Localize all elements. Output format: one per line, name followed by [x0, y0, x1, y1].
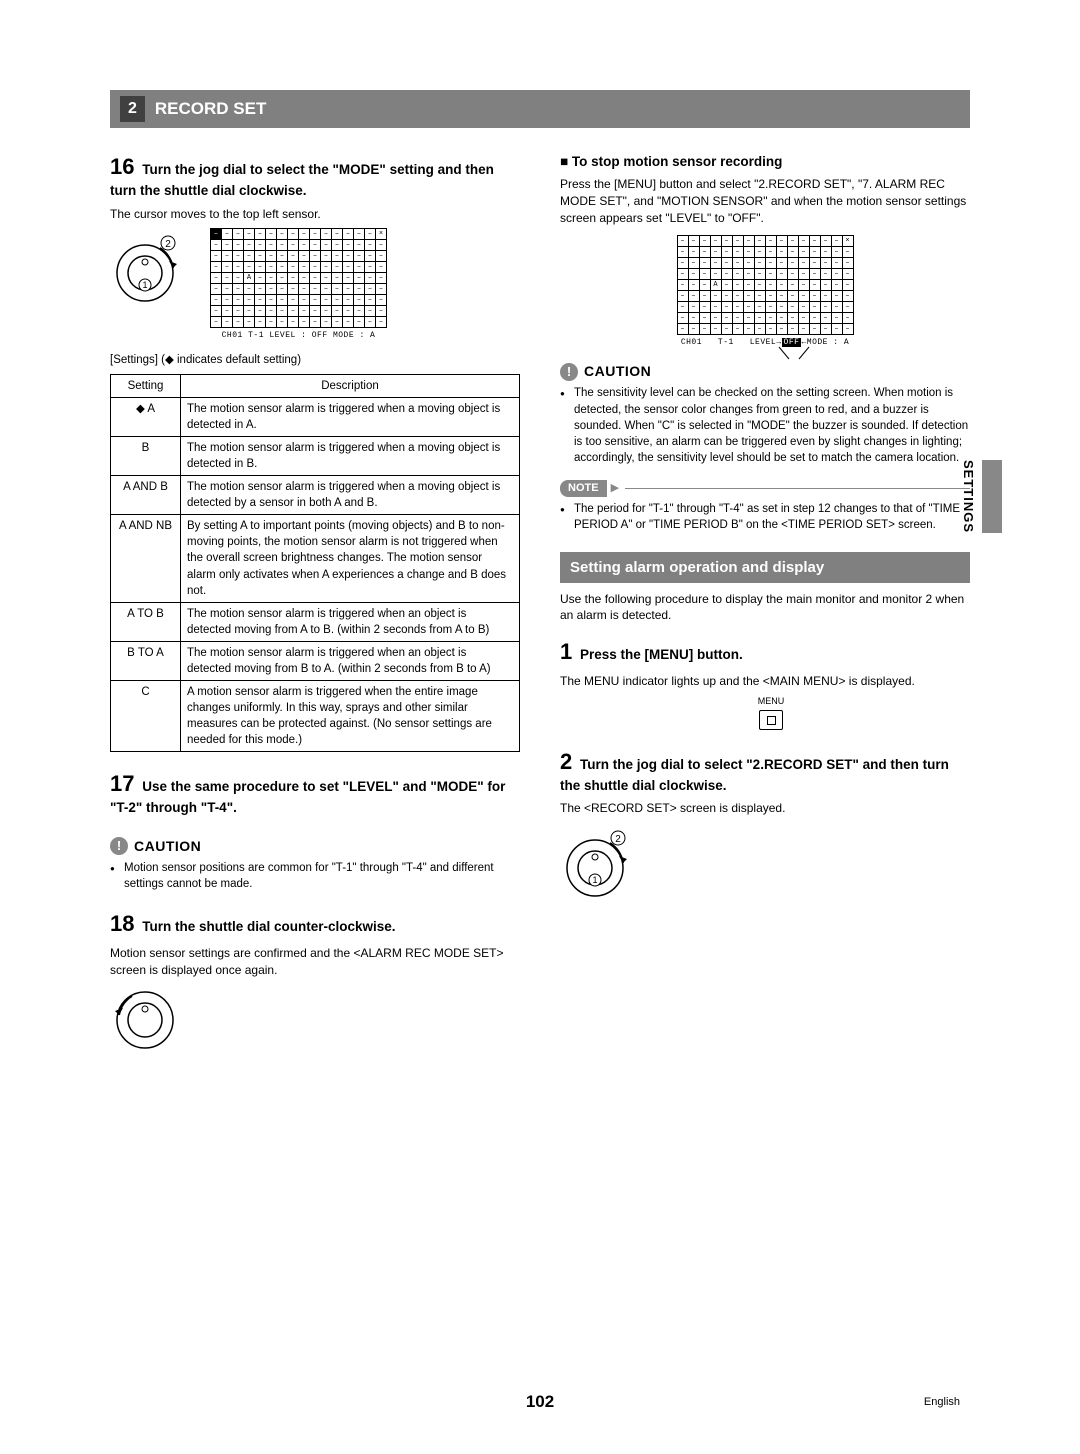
side-tab: SETTINGS — [959, 460, 1002, 533]
arrow-pair-icon — [774, 345, 814, 363]
note-arrow-icon: ▶ — [611, 481, 619, 496]
page-header: 2 RECORD SET — [110, 90, 970, 128]
left-column: 16 Turn the jog dial to select the "MODE… — [110, 153, 520, 1059]
svg-text:2: 2 — [615, 834, 621, 845]
shuttle-dial-icon — [110, 985, 180, 1055]
table-row: A AND BThe motion sensor alarm is trigge… — [111, 476, 520, 515]
alarm-section-intro: Use the following procedure to display t… — [560, 591, 970, 625]
caution-right: ! CAUTION — [560, 362, 651, 382]
step-16-caption: The cursor moves to the top left sensor. — [110, 206, 520, 223]
section-number: 2 — [120, 96, 145, 122]
table-row: BThe motion sensor alarm is triggered wh… — [111, 436, 520, 475]
grid-right-footer: CH01 T-1 LEVEL→OFF←MODE : A — [677, 337, 854, 348]
svg-text:1: 1 — [142, 280, 147, 290]
jog-dial-icon: 2 1 — [110, 228, 190, 308]
step-16-heading: 16 Turn the jog dial to select the "MODE… — [110, 153, 520, 199]
step-17-heading: 17 Use the same procedure to set "LEVEL"… — [110, 770, 520, 816]
table-row: ◆ AThe motion sensor alarm is triggered … — [111, 397, 520, 436]
caution-icon: ! — [560, 363, 578, 381]
section-title: RECORD SET — [155, 97, 266, 121]
svg-text:1: 1 — [592, 875, 597, 885]
jog-dial-icon: 2 1 — [560, 823, 640, 903]
table-row: A TO BThe motion sensor alarm is trigger… — [111, 602, 520, 641]
note-bar: NOTE ▶ — [560, 480, 970, 497]
caution-left: ! CAUTION — [110, 837, 201, 857]
step-1-caption: The MENU indicator lights up and the <MA… — [560, 673, 970, 690]
step-16-figure: 2 1 –––––––––––––––×––––––––––––––––––––… — [110, 228, 520, 341]
stop-recording-heading: To stop motion sensor recording — [560, 153, 970, 172]
caution-right-list: The sensitivity level can be checked on … — [560, 385, 970, 465]
sensor-grid-right-wrap: –––––––––––––––×––––––––––––––––––––––––… — [560, 235, 970, 348]
right-column: To stop motion sensor recording Press th… — [560, 153, 970, 1059]
stop-recording-body: Press the [MENU] button and select "2.RE… — [560, 176, 970, 226]
note-list: The period for "T-1" through "T-4" as se… — [560, 501, 970, 533]
svg-text:2: 2 — [165, 239, 171, 250]
caution-left-list: Motion sensor positions are common for "… — [110, 860, 520, 892]
step-2-caption: The <RECORD SET> screen is displayed. — [560, 800, 970, 817]
table-caption: [Settings] (◆ indicates default setting) — [110, 352, 520, 368]
sensor-grid-left: –––––––––––––––×––––––––––––––––––––––––… — [210, 228, 387, 341]
step-1-heading: 1 Press the [MENU] button. — [560, 638, 970, 667]
step-18-heading: 18 Turn the shuttle dial counter-clockwi… — [110, 910, 520, 939]
caution-icon: ! — [110, 837, 128, 855]
alarm-section-title: Setting alarm operation and display — [560, 552, 970, 583]
step-18-caption: Motion sensor settings are confirmed and… — [110, 945, 520, 979]
table-head-setting: Setting — [111, 374, 181, 397]
menu-button-figure: MENU — [572, 695, 970, 730]
table-row: CA motion sensor alarm is triggered when… — [111, 681, 520, 752]
table-row: B TO AThe motion sensor alarm is trigger… — [111, 641, 520, 680]
table-row: A AND NBBy setting A to important points… — [111, 515, 520, 602]
page-number: 102 — [526, 1390, 554, 1414]
language-label: English — [924, 1395, 960, 1410]
table-head-description: Description — [181, 374, 520, 397]
settings-table: Setting Description ◆ AThe motion sensor… — [110, 374, 520, 753]
step-2-heading: 2 Turn the jog dial to select "2.RECORD … — [560, 748, 970, 794]
